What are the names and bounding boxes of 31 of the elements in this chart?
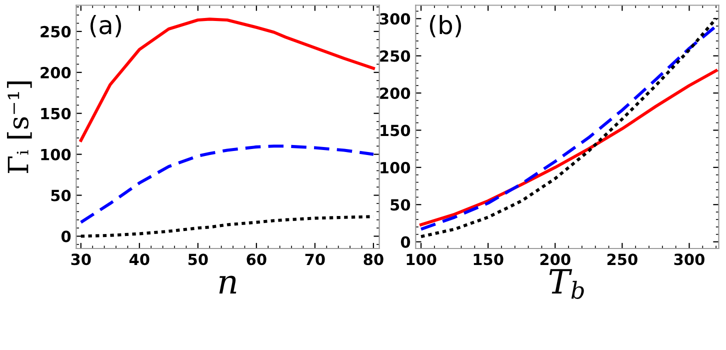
y-tick-label: 0 xyxy=(61,230,71,242)
x-tick-label: 100 xyxy=(406,254,436,266)
y-tick-label: 150 xyxy=(380,124,410,136)
line-series xyxy=(79,144,375,224)
y-tick-label: 150 xyxy=(41,108,71,120)
x-axis-title: T$_{b}$ xyxy=(549,269,584,299)
x-tick-label: 60 xyxy=(246,254,266,266)
y-tick-label: 0 xyxy=(400,236,410,248)
x-tick-label: 200 xyxy=(540,254,570,266)
y-tick-label: 50 xyxy=(390,199,410,211)
x-tick-label: 70 xyxy=(305,254,325,266)
x-tick-label: 40 xyxy=(129,254,150,266)
line-series xyxy=(420,69,718,226)
x-axis-title: n xyxy=(219,276,236,294)
y-tick-label: 250 xyxy=(380,50,410,62)
x-tick-label: 300 xyxy=(674,254,704,266)
x-tick-label: 80 xyxy=(364,254,384,266)
x-tick-label: 250 xyxy=(607,254,638,266)
y-tick-label: 250 xyxy=(40,26,71,38)
y-tick-label: 300 xyxy=(380,13,410,25)
x-tick-label: 30 xyxy=(71,254,91,266)
y-tick-label: 100 xyxy=(380,162,410,174)
annotation: (a) xyxy=(90,15,122,38)
x-tick-label: 150 xyxy=(474,254,504,266)
y-tick-label: 200 xyxy=(380,87,410,100)
y-tick-label: 50 xyxy=(51,190,71,202)
y-tick-label: 200 xyxy=(40,66,71,78)
y-axis-title: Γᵢ [s⁻¹] xyxy=(7,82,32,174)
x-tick-label: 50 xyxy=(188,254,208,266)
y-tick-label: 100 xyxy=(41,148,71,160)
annotation: (b) xyxy=(430,14,462,38)
